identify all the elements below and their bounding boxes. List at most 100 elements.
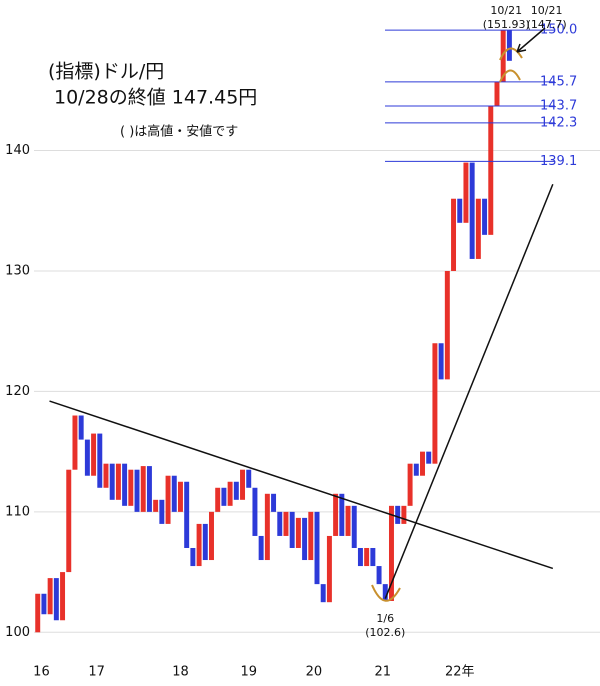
trend-line <box>49 400 554 570</box>
brick <box>494 81 500 106</box>
brick <box>115 463 121 500</box>
brick <box>97 433 103 488</box>
annotation: (151.93) <box>483 18 530 31</box>
brick <box>140 466 146 512</box>
brick <box>506 30 512 61</box>
brick <box>413 463 419 476</box>
brick <box>488 105 494 235</box>
brick <box>469 162 475 259</box>
marker <box>499 69 521 83</box>
brick <box>258 535 264 561</box>
level-label: 143.7 <box>540 98 577 113</box>
brick <box>227 481 233 506</box>
brick <box>103 463 109 488</box>
brick <box>395 505 401 524</box>
brick <box>153 499 159 512</box>
brick <box>91 433 97 476</box>
brick <box>277 511 283 536</box>
arrow <box>516 27 546 53</box>
y-tick-label: 100 <box>5 625 30 640</box>
brick <box>78 415 84 440</box>
y-tick-label: 110 <box>5 504 30 519</box>
x-tick-label: 19 <box>240 665 257 680</box>
annotation: (147.7) <box>527 18 567 31</box>
brick <box>35 593 41 633</box>
brick <box>482 198 488 235</box>
brick <box>289 511 295 548</box>
brick <box>184 481 190 548</box>
chart-title: (指標)ドル/円 <box>48 61 164 83</box>
low-marker <box>371 584 401 602</box>
brick <box>283 511 289 536</box>
brick <box>264 493 270 561</box>
brick <box>444 270 450 380</box>
y-tick-label: 130 <box>5 263 30 278</box>
chart-subtitle: 10/28の終値 147.45円 <box>54 87 257 109</box>
brick <box>146 466 152 512</box>
brick <box>339 493 345 536</box>
level-label: 145.7 <box>540 74 577 89</box>
brick <box>370 547 376 567</box>
x-tick-label: 22年 <box>445 665 475 680</box>
brick <box>388 505 394 601</box>
annotation: 10/21 <box>490 4 522 17</box>
brick <box>252 487 258 536</box>
brick <box>463 162 469 223</box>
brick <box>320 584 326 603</box>
brick <box>457 198 463 223</box>
brick <box>426 451 432 464</box>
x-tick-label: 21 <box>375 665 392 680</box>
brick <box>171 475 177 512</box>
brick <box>326 535 332 603</box>
brick <box>451 198 457 271</box>
x-tick-label: 17 <box>88 665 105 680</box>
brick <box>84 439 90 476</box>
y-tick-label: 140 <box>5 143 30 158</box>
brick <box>475 198 481 259</box>
brick <box>382 584 388 601</box>
brick <box>190 547 196 567</box>
annotation: (102.6) <box>365 626 405 639</box>
x-tick-label: 16 <box>33 665 50 680</box>
brick <box>240 469 246 500</box>
brick <box>109 463 115 500</box>
brick <box>215 487 221 512</box>
brick <box>246 469 252 488</box>
brick <box>165 475 171 524</box>
brick <box>295 517 301 548</box>
x-tick-label: 18 <box>172 665 189 680</box>
annotation: 10/21 <box>531 4 563 17</box>
brick <box>122 463 128 506</box>
brick <box>60 572 66 621</box>
brick <box>202 523 208 561</box>
high-marker <box>499 47 523 61</box>
brick <box>376 566 382 585</box>
brick <box>128 469 134 506</box>
brick <box>196 523 202 567</box>
chart-note: ( )は高値・安値です <box>120 124 238 140</box>
brick <box>177 481 183 512</box>
brick <box>401 505 407 524</box>
level-label: 142.3 <box>540 115 577 130</box>
brick <box>53 578 59 621</box>
brick <box>302 517 308 561</box>
brick <box>345 505 351 536</box>
brick <box>134 469 140 512</box>
annotation: 1/6 <box>376 612 394 625</box>
brick <box>308 511 314 561</box>
brick <box>438 343 444 380</box>
brick <box>500 30 506 82</box>
brick <box>209 511 214 561</box>
brick <box>233 481 239 500</box>
brick <box>432 343 438 464</box>
level-label: 150.0 <box>540 23 577 38</box>
brick <box>271 493 277 512</box>
trend-line <box>384 183 554 599</box>
plot: 100 110 120 130 140 16 17 18 19 20 21 22年 150.0 145.7… <box>5 4 600 680</box>
brick <box>314 511 320 585</box>
x-tick-label: 20 <box>306 665 323 680</box>
brick <box>357 547 363 567</box>
brick <box>41 593 47 615</box>
brick <box>47 578 53 615</box>
